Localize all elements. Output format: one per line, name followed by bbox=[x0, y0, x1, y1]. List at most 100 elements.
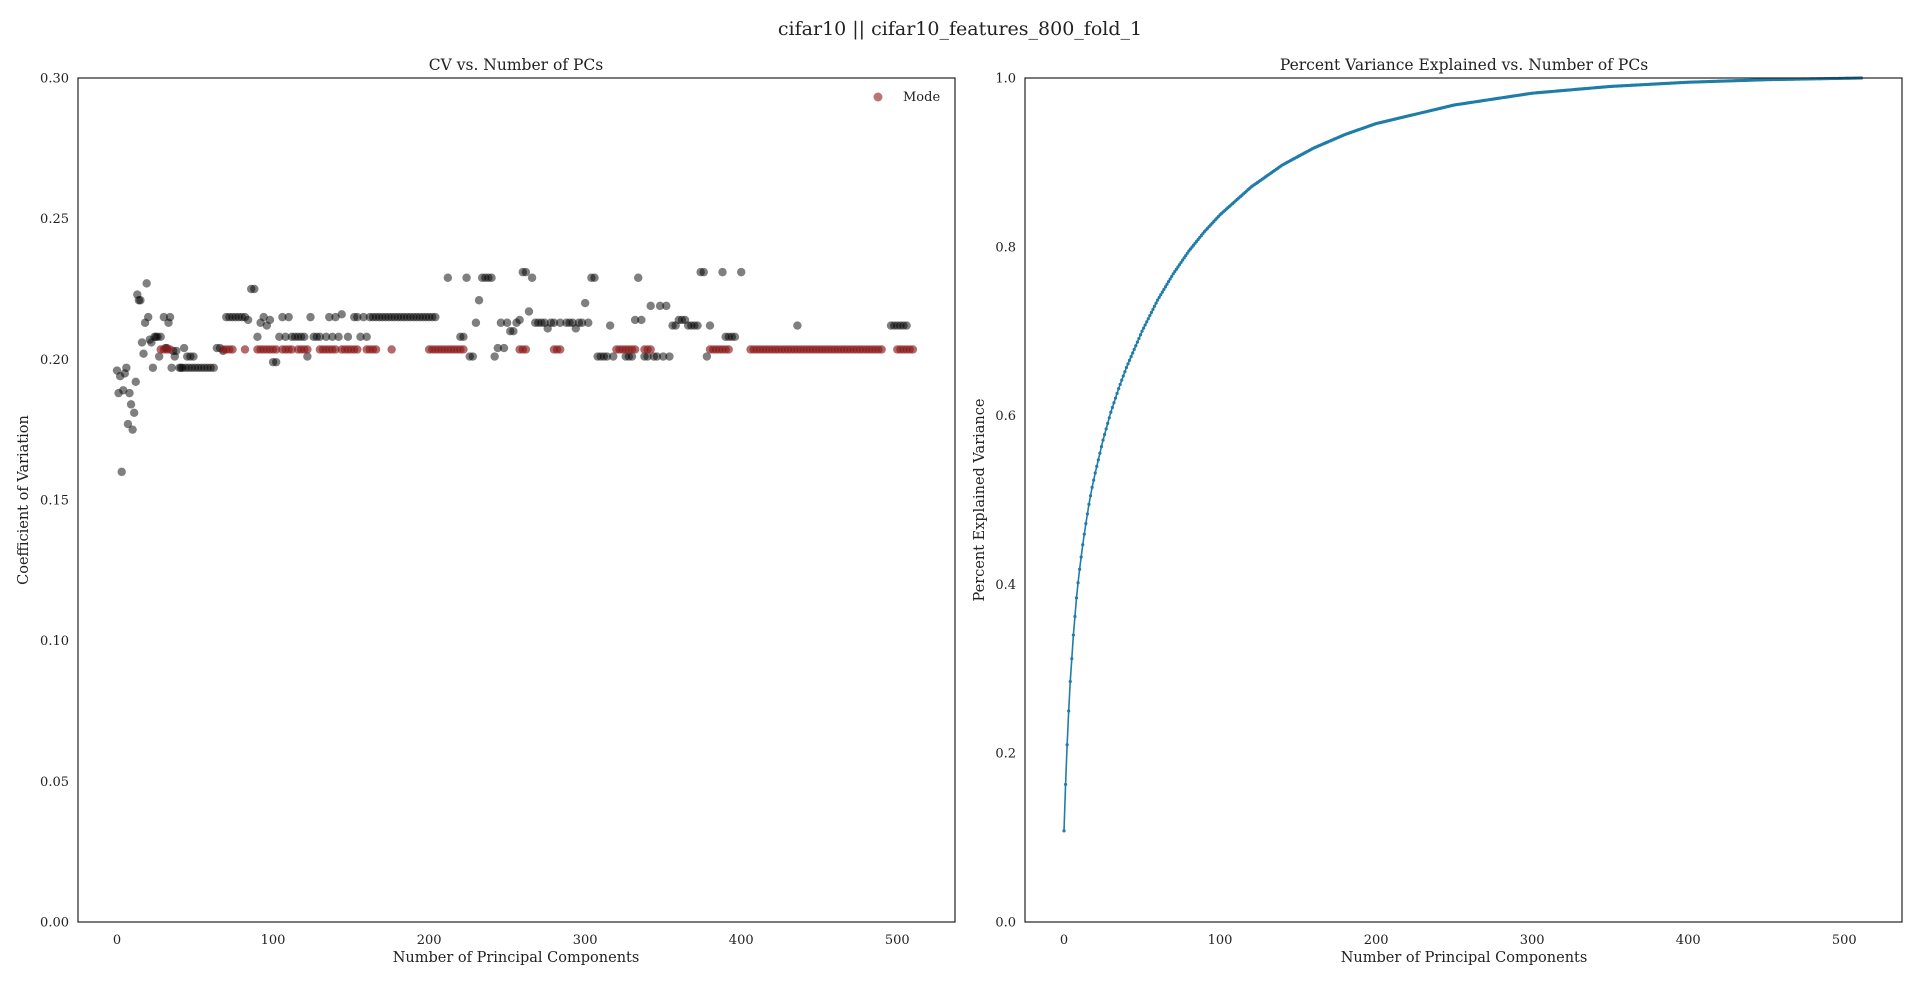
variance-point bbox=[1120, 378, 1124, 382]
variance-point bbox=[1176, 265, 1180, 269]
legend-mode-label: Mode bbox=[903, 90, 940, 105]
variance-point bbox=[1093, 471, 1097, 475]
cv-point bbox=[487, 273, 496, 282]
cv-point bbox=[627, 352, 637, 361]
mode-point bbox=[303, 345, 312, 354]
cv-ytick-label: 0.20 bbox=[40, 353, 69, 368]
cv-point bbox=[737, 267, 746, 277]
variance-point bbox=[1095, 464, 1099, 469]
cv-point bbox=[139, 349, 148, 358]
cv-point bbox=[602, 352, 612, 361]
cv-point bbox=[189, 352, 198, 361]
cv-point bbox=[167, 363, 176, 372]
cv-chart-marks bbox=[112, 267, 918, 477]
variance-point bbox=[1117, 386, 1121, 391]
variance-xtick-label: 500 bbox=[1832, 933, 1857, 948]
variance-point bbox=[1170, 274, 1174, 279]
variance-point bbox=[1076, 581, 1080, 585]
mode-point bbox=[459, 345, 468, 354]
variance-point bbox=[1090, 485, 1094, 489]
cv-point bbox=[902, 321, 911, 330]
variance-point bbox=[1071, 633, 1075, 637]
variance-point bbox=[1081, 543, 1085, 547]
variance-point bbox=[1174, 267, 1178, 271]
cv-point bbox=[702, 352, 712, 361]
cv-point bbox=[549, 318, 559, 327]
cv-point bbox=[337, 310, 346, 319]
variance-point bbox=[1131, 351, 1135, 355]
cv-point bbox=[655, 301, 665, 311]
cv-point bbox=[496, 318, 506, 327]
cv-point bbox=[165, 312, 175, 322]
cv-xtick-label: 500 bbox=[885, 933, 910, 948]
mode-point bbox=[521, 345, 531, 354]
cv-ytick-label: 0.30 bbox=[40, 72, 69, 87]
variance-xtick-label: 100 bbox=[1208, 933, 1233, 948]
cv-point bbox=[271, 357, 281, 367]
cv-point bbox=[493, 343, 502, 353]
cv-point bbox=[356, 332, 365, 342]
cv-chart-legend: Mode bbox=[873, 90, 940, 105]
cv-point bbox=[328, 332, 337, 342]
variance-chart-title: Percent Variance Explained vs. Number of… bbox=[1280, 56, 1648, 74]
mode-point bbox=[331, 345, 340, 354]
variance-ytick-label: 0.4 bbox=[995, 578, 1016, 593]
cv-chart-ylabel: Coefficient of Variation bbox=[16, 415, 32, 585]
cv-point bbox=[122, 363, 131, 372]
cv-point bbox=[652, 352, 662, 361]
variance-point bbox=[1127, 358, 1132, 362]
variance-point bbox=[1068, 679, 1072, 684]
variance-point bbox=[1156, 298, 1160, 302]
cv-point bbox=[555, 318, 565, 327]
cv-xtick-label: 200 bbox=[417, 933, 442, 948]
cv-ytick-label: 0.25 bbox=[40, 212, 69, 227]
mode-point bbox=[240, 345, 250, 354]
cv-point bbox=[126, 400, 136, 409]
mode-point bbox=[228, 345, 237, 354]
variance-point bbox=[1113, 396, 1118, 400]
variance-xtick-label: 0 bbox=[1060, 933, 1068, 948]
variance-chart-marks bbox=[1062, 76, 1864, 833]
variance-point bbox=[1101, 438, 1105, 442]
mode-point bbox=[371, 345, 381, 354]
cv-point bbox=[343, 332, 353, 342]
cv-xtick-label: 0 bbox=[113, 933, 121, 948]
variance-point bbox=[1132, 347, 1136, 351]
cv-point bbox=[281, 332, 290, 342]
cv-point bbox=[148, 363, 158, 372]
cv-ytick-label: 0.10 bbox=[40, 634, 69, 649]
cv-point bbox=[524, 307, 534, 316]
variance-point bbox=[1098, 451, 1102, 455]
cv-point bbox=[275, 332, 284, 342]
cv-xtick-label: 400 bbox=[729, 933, 754, 948]
variance-point bbox=[1141, 326, 1146, 330]
cv-chart-xlabel: Number of Principal Components bbox=[393, 950, 640, 966]
cv-point bbox=[284, 312, 293, 322]
cv-chart-frame bbox=[77, 77, 956, 923]
variance-chart-frame bbox=[1024, 77, 1903, 923]
cv-xtick-label: 300 bbox=[573, 933, 598, 948]
cv-point bbox=[179, 343, 189, 353]
cv-point bbox=[156, 332, 165, 342]
cv-point bbox=[459, 332, 468, 342]
cv-point bbox=[306, 312, 315, 322]
cv-point bbox=[605, 321, 615, 330]
cv-point bbox=[129, 408, 139, 417]
cv-point bbox=[637, 315, 646, 325]
cv-point bbox=[490, 352, 499, 361]
cv-point bbox=[431, 312, 440, 322]
mode-point bbox=[287, 345, 296, 354]
mode-point bbox=[877, 345, 886, 354]
variance-point bbox=[1162, 287, 1166, 292]
cv-point bbox=[117, 467, 126, 477]
variance-point bbox=[1163, 285, 1168, 289]
variance-point bbox=[1145, 320, 1149, 324]
cv-point bbox=[137, 338, 147, 347]
variance-point bbox=[1107, 416, 1111, 420]
cv-xtick-label: 100 bbox=[261, 933, 286, 948]
variance-point bbox=[1138, 333, 1143, 337]
cv-point bbox=[474, 296, 484, 305]
variance-point bbox=[1181, 258, 1185, 262]
variance-point bbox=[1126, 362, 1130, 366]
